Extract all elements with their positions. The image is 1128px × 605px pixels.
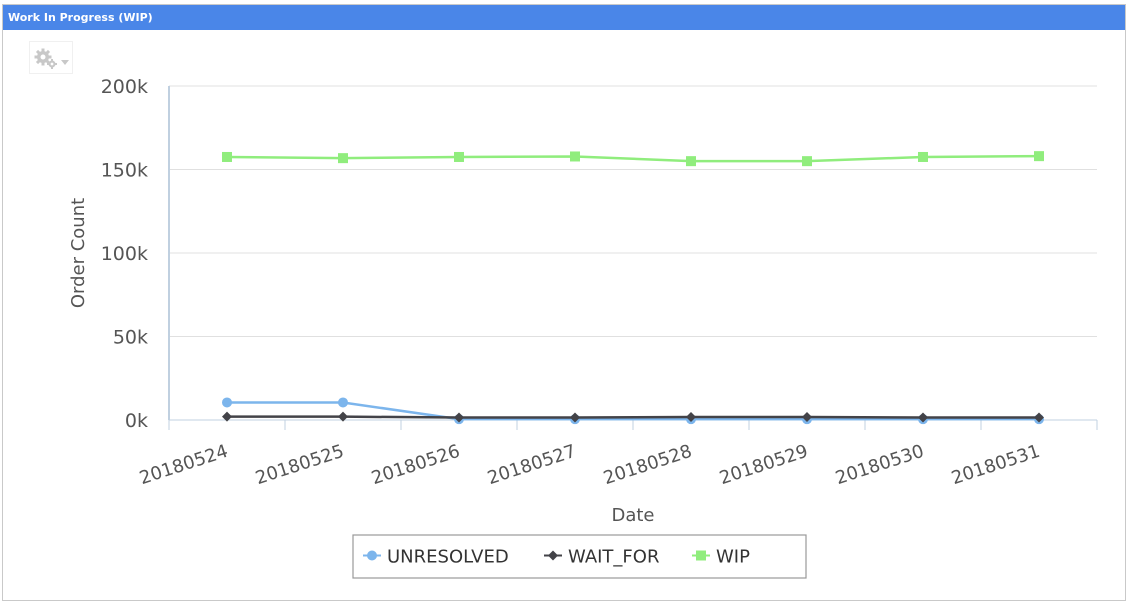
x-axis-title: Date [611,505,654,526]
y-tick-label: 150k [101,160,148,182]
series-line-wip [226,154,1040,163]
x-tick-label: 20180531 [949,441,1043,489]
y-tick-label: 0k [125,410,148,432]
x-tick-label: 20180528 [601,441,695,489]
data-point-wip [570,151,580,162]
series-line-unresolved [227,401,1039,421]
wip-panel: Work In Progress (WIP) [2,4,1126,601]
x-tick-label: 20180529 [717,441,811,489]
data-point-wait-for [570,412,580,423]
legend-marker-wait-for [548,550,558,561]
data-point-wip [802,156,812,167]
x-tick-label: 20180527 [485,441,579,489]
data-point-wait-for [222,411,232,422]
legend-label-wip: WIP [716,547,750,568]
legend-label-unresolved: UNRESOLVED [387,547,509,568]
legend-marker-unresolved [367,550,377,561]
x-tick-label: 20180526 [369,441,463,489]
x-tick-label: 20180524 [137,441,231,489]
data-point-wait-for [918,412,928,423]
data-point-wip [1034,151,1044,162]
data-point-unresolved [338,397,348,408]
data-point-wait-for [686,411,696,422]
panel-title: Work In Progress (WIP) [3,5,1125,30]
x-tick-label: 20180530 [833,441,927,489]
data-point-wait-for [454,412,464,423]
data-point-wip [686,156,696,167]
data-point-wip [222,151,232,162]
data-point-wip [454,151,464,162]
chevron-down-icon [61,60,69,65]
y-tick-label: 50k [113,327,148,349]
gear-icon [34,48,69,69]
data-point-wait-for [802,411,812,422]
legend-label-wait-for: WAIT_FOR [568,547,659,568]
data-point-wait-for [1034,412,1044,423]
y-tick-label: 100k [101,243,148,265]
data-point-unresolved [222,397,232,408]
data-point-wip [338,153,348,164]
legend-box [352,534,807,579]
data-point-wait-for [338,411,348,422]
chart-options-button[interactable] [29,41,73,74]
series-line-wait-for [227,415,1039,419]
x-tick-label: 20180525 [253,441,347,489]
y-tick-label: 200k [101,76,148,98]
legend-marker-wip [696,550,706,561]
y-axis-title: Order Count [68,198,89,308]
data-point-wip [918,151,928,162]
